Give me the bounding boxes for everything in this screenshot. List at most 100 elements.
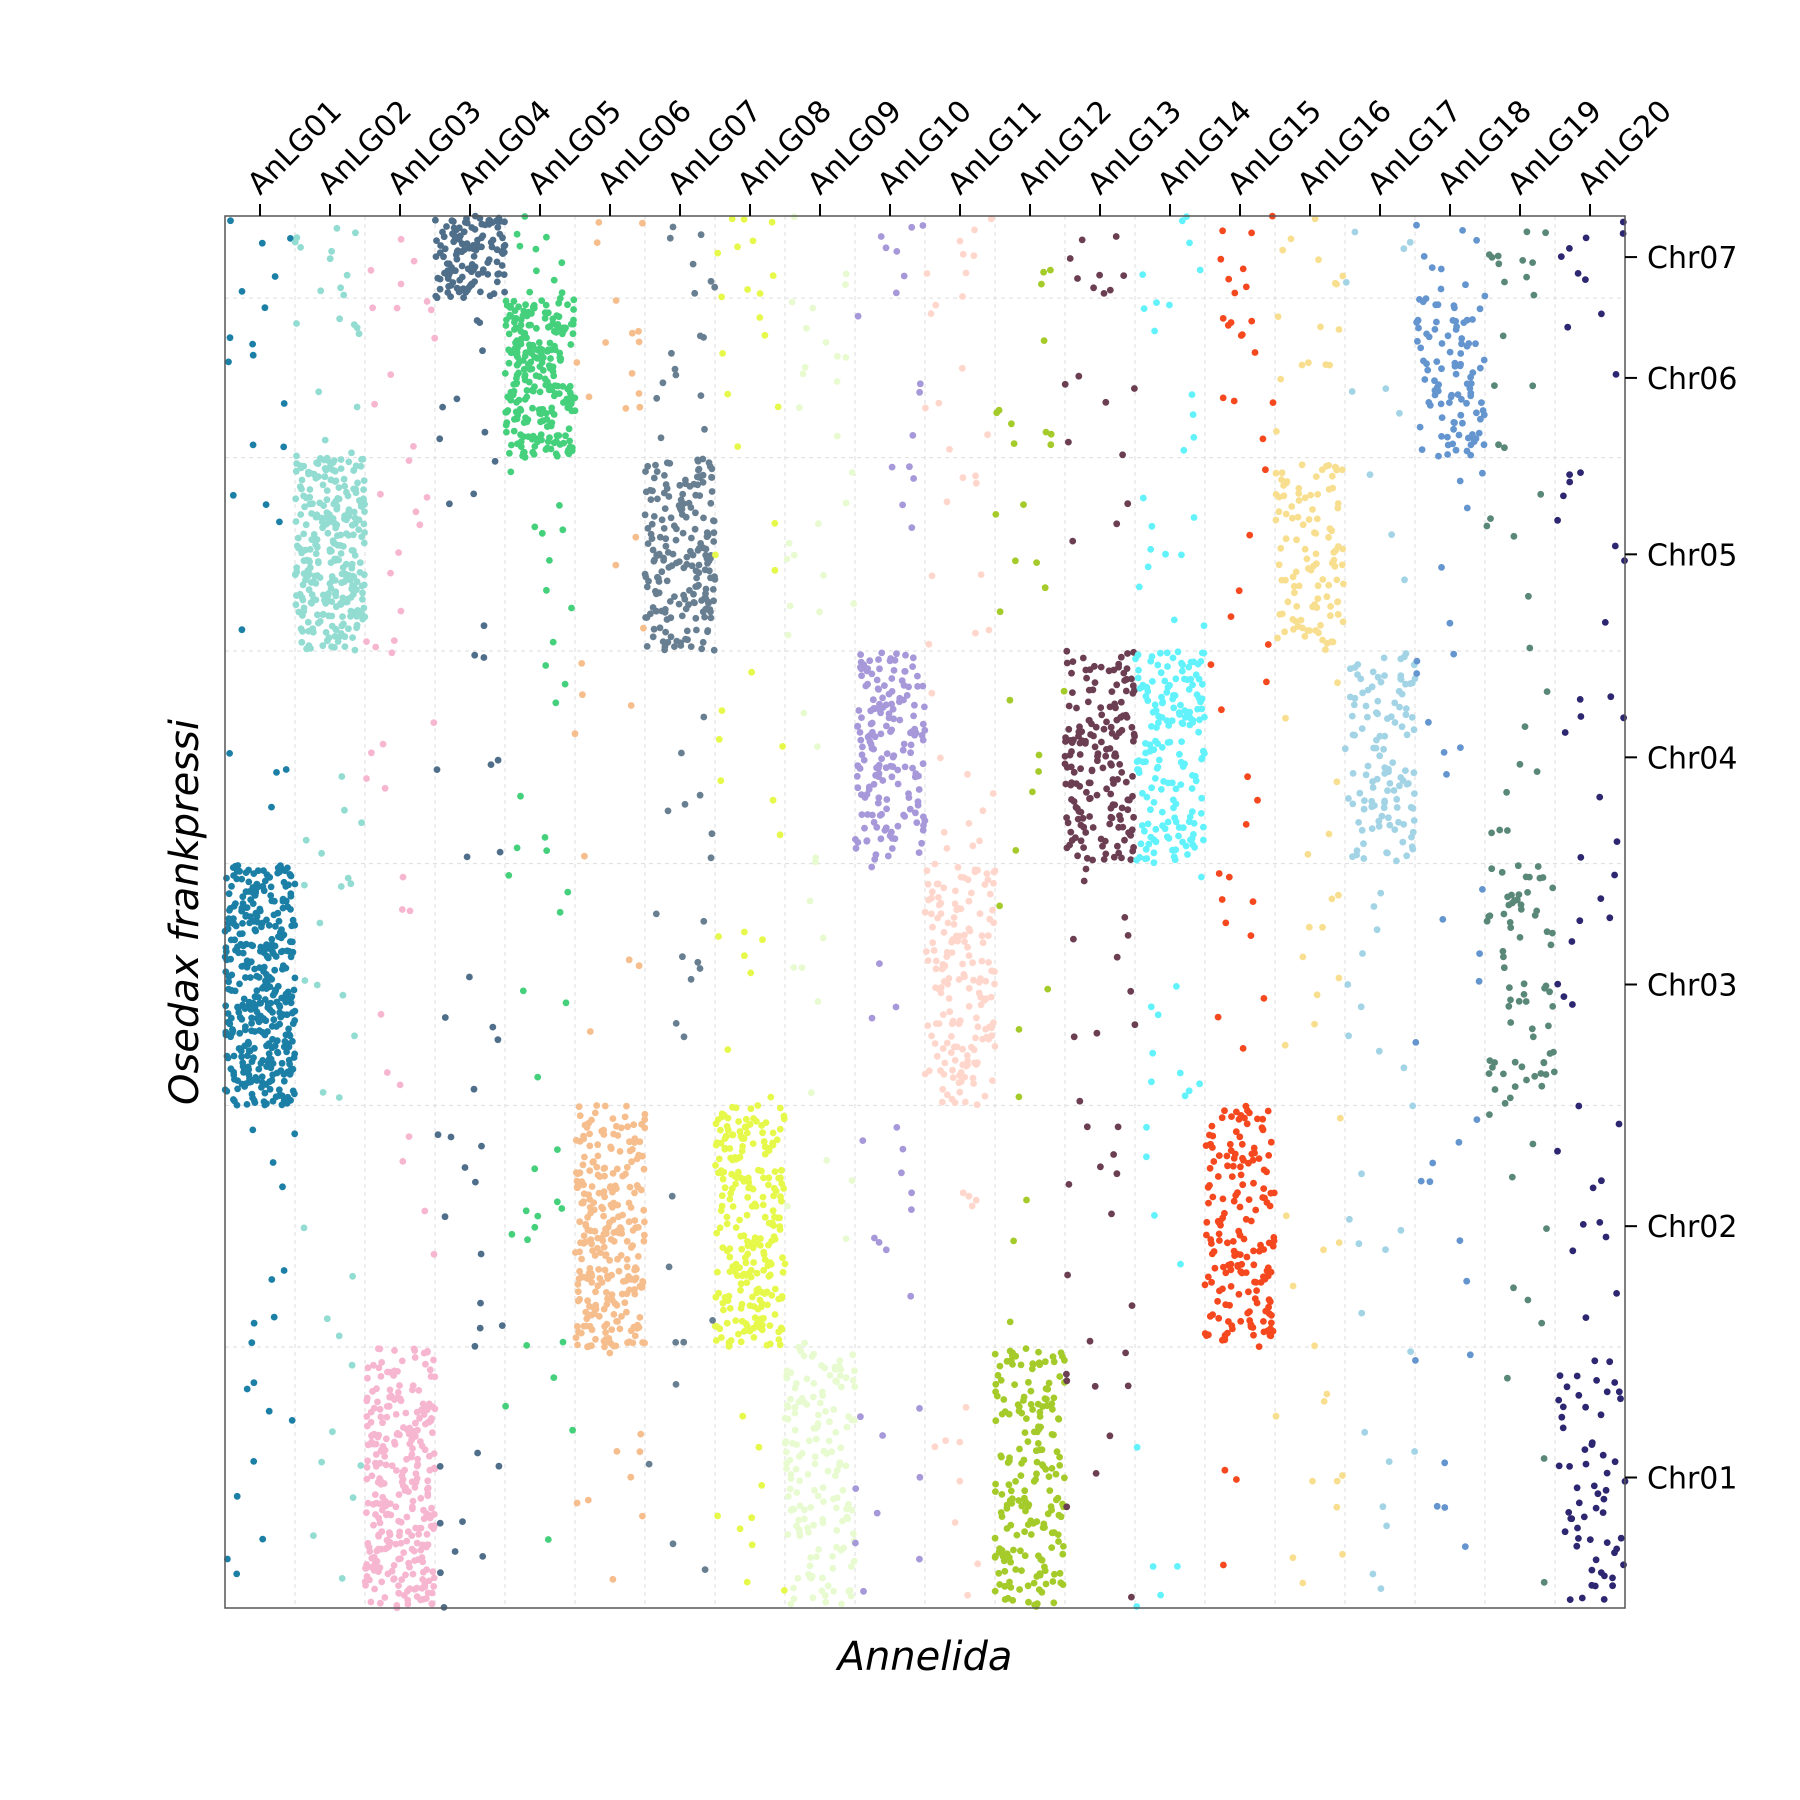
data-point [1313, 991, 1321, 999]
data-point [543, 586, 550, 594]
data-point [908, 223, 916, 231]
data-point [332, 590, 339, 598]
data-point [954, 937, 961, 945]
data-point [1050, 1431, 1057, 1439]
data-point [1117, 713, 1125, 721]
data-point [479, 269, 486, 276]
data-point [575, 1103, 583, 1110]
data-point [1299, 1579, 1307, 1587]
data-point [697, 231, 705, 239]
data-point [641, 1116, 649, 1123]
data-point [1023, 1415, 1030, 1422]
data-point [564, 301, 571, 309]
data-points [221, 212, 1629, 1612]
data-point [928, 689, 936, 697]
data-point [1024, 1582, 1032, 1590]
data-point [1246, 531, 1254, 539]
data-point [807, 1089, 815, 1097]
data-point [1128, 1302, 1136, 1309]
data-point [1377, 889, 1385, 897]
data-point [1420, 253, 1428, 260]
data-point [1174, 648, 1182, 656]
data-point [1146, 747, 1154, 755]
data-point [1299, 521, 1307, 529]
data-point [924, 957, 932, 964]
data-point [631, 1217, 639, 1224]
data-point [949, 1066, 956, 1074]
data-point [363, 775, 370, 782]
data-point [779, 1254, 786, 1262]
data-point [1504, 827, 1511, 834]
data-point [1225, 275, 1233, 283]
data-point [1199, 680, 1206, 688]
data-point [512, 408, 520, 416]
data-point [287, 953, 295, 961]
data-point [593, 239, 601, 247]
data-point [502, 1402, 509, 1410]
data-point [1096, 271, 1103, 279]
data-point [370, 1430, 378, 1438]
data-point [1059, 1550, 1067, 1558]
data-point [1554, 1147, 1561, 1155]
data-point [310, 1532, 317, 1539]
data-point [993, 1392, 1001, 1400]
data-point [269, 991, 277, 999]
data-point [1441, 1459, 1449, 1467]
data-point [1077, 765, 1084, 773]
data-point [833, 1527, 841, 1534]
data-point [421, 1207, 429, 1215]
data-point [1053, 1448, 1061, 1456]
data-point [786, 1456, 794, 1464]
data-point [1150, 836, 1158, 844]
data-point [1314, 582, 1322, 590]
data-point [342, 598, 350, 606]
data-point [586, 1265, 594, 1272]
data-point [243, 1385, 251, 1393]
data-point [1025, 1378, 1032, 1386]
data-point [490, 290, 498, 298]
data-point [249, 351, 257, 359]
data-point [586, 1322, 594, 1330]
data-point [1163, 688, 1171, 696]
data-point [915, 786, 923, 793]
data-point [543, 233, 550, 241]
data-point [858, 751, 866, 759]
data-point [1198, 705, 1206, 713]
data-point [1131, 687, 1138, 694]
data-point [1334, 504, 1342, 512]
data-point [1238, 331, 1246, 338]
data-point [949, 1019, 957, 1027]
data-point [1262, 466, 1269, 474]
data-point [1495, 441, 1502, 449]
data-point [955, 1079, 963, 1087]
data-point [601, 1172, 608, 1180]
data-point [937, 754, 944, 762]
data-point [1523, 1076, 1530, 1084]
data-point [898, 1169, 905, 1177]
data-point [761, 1143, 769, 1151]
data-point [265, 1050, 273, 1058]
data-point [796, 404, 803, 412]
data-point [1395, 687, 1403, 695]
data-point [914, 683, 921, 690]
data-point [388, 1462, 396, 1470]
data-point [719, 1244, 727, 1251]
data-point [1411, 790, 1418, 797]
data-point [1500, 953, 1507, 961]
data-point [225, 978, 233, 986]
data-point [925, 640, 933, 648]
data-point [564, 888, 572, 896]
data-point [1060, 687, 1068, 695]
data-point [665, 564, 673, 571]
data-point [1154, 661, 1162, 669]
data-point [1601, 619, 1609, 626]
data-point [1250, 1144, 1258, 1152]
data-point [226, 750, 234, 757]
data-point [751, 1200, 759, 1208]
data-point [734, 443, 742, 450]
data-point [1277, 544, 1285, 552]
data-point [857, 736, 865, 744]
data-point [691, 599, 698, 607]
data-point [956, 1017, 964, 1025]
data-point [918, 839, 925, 847]
